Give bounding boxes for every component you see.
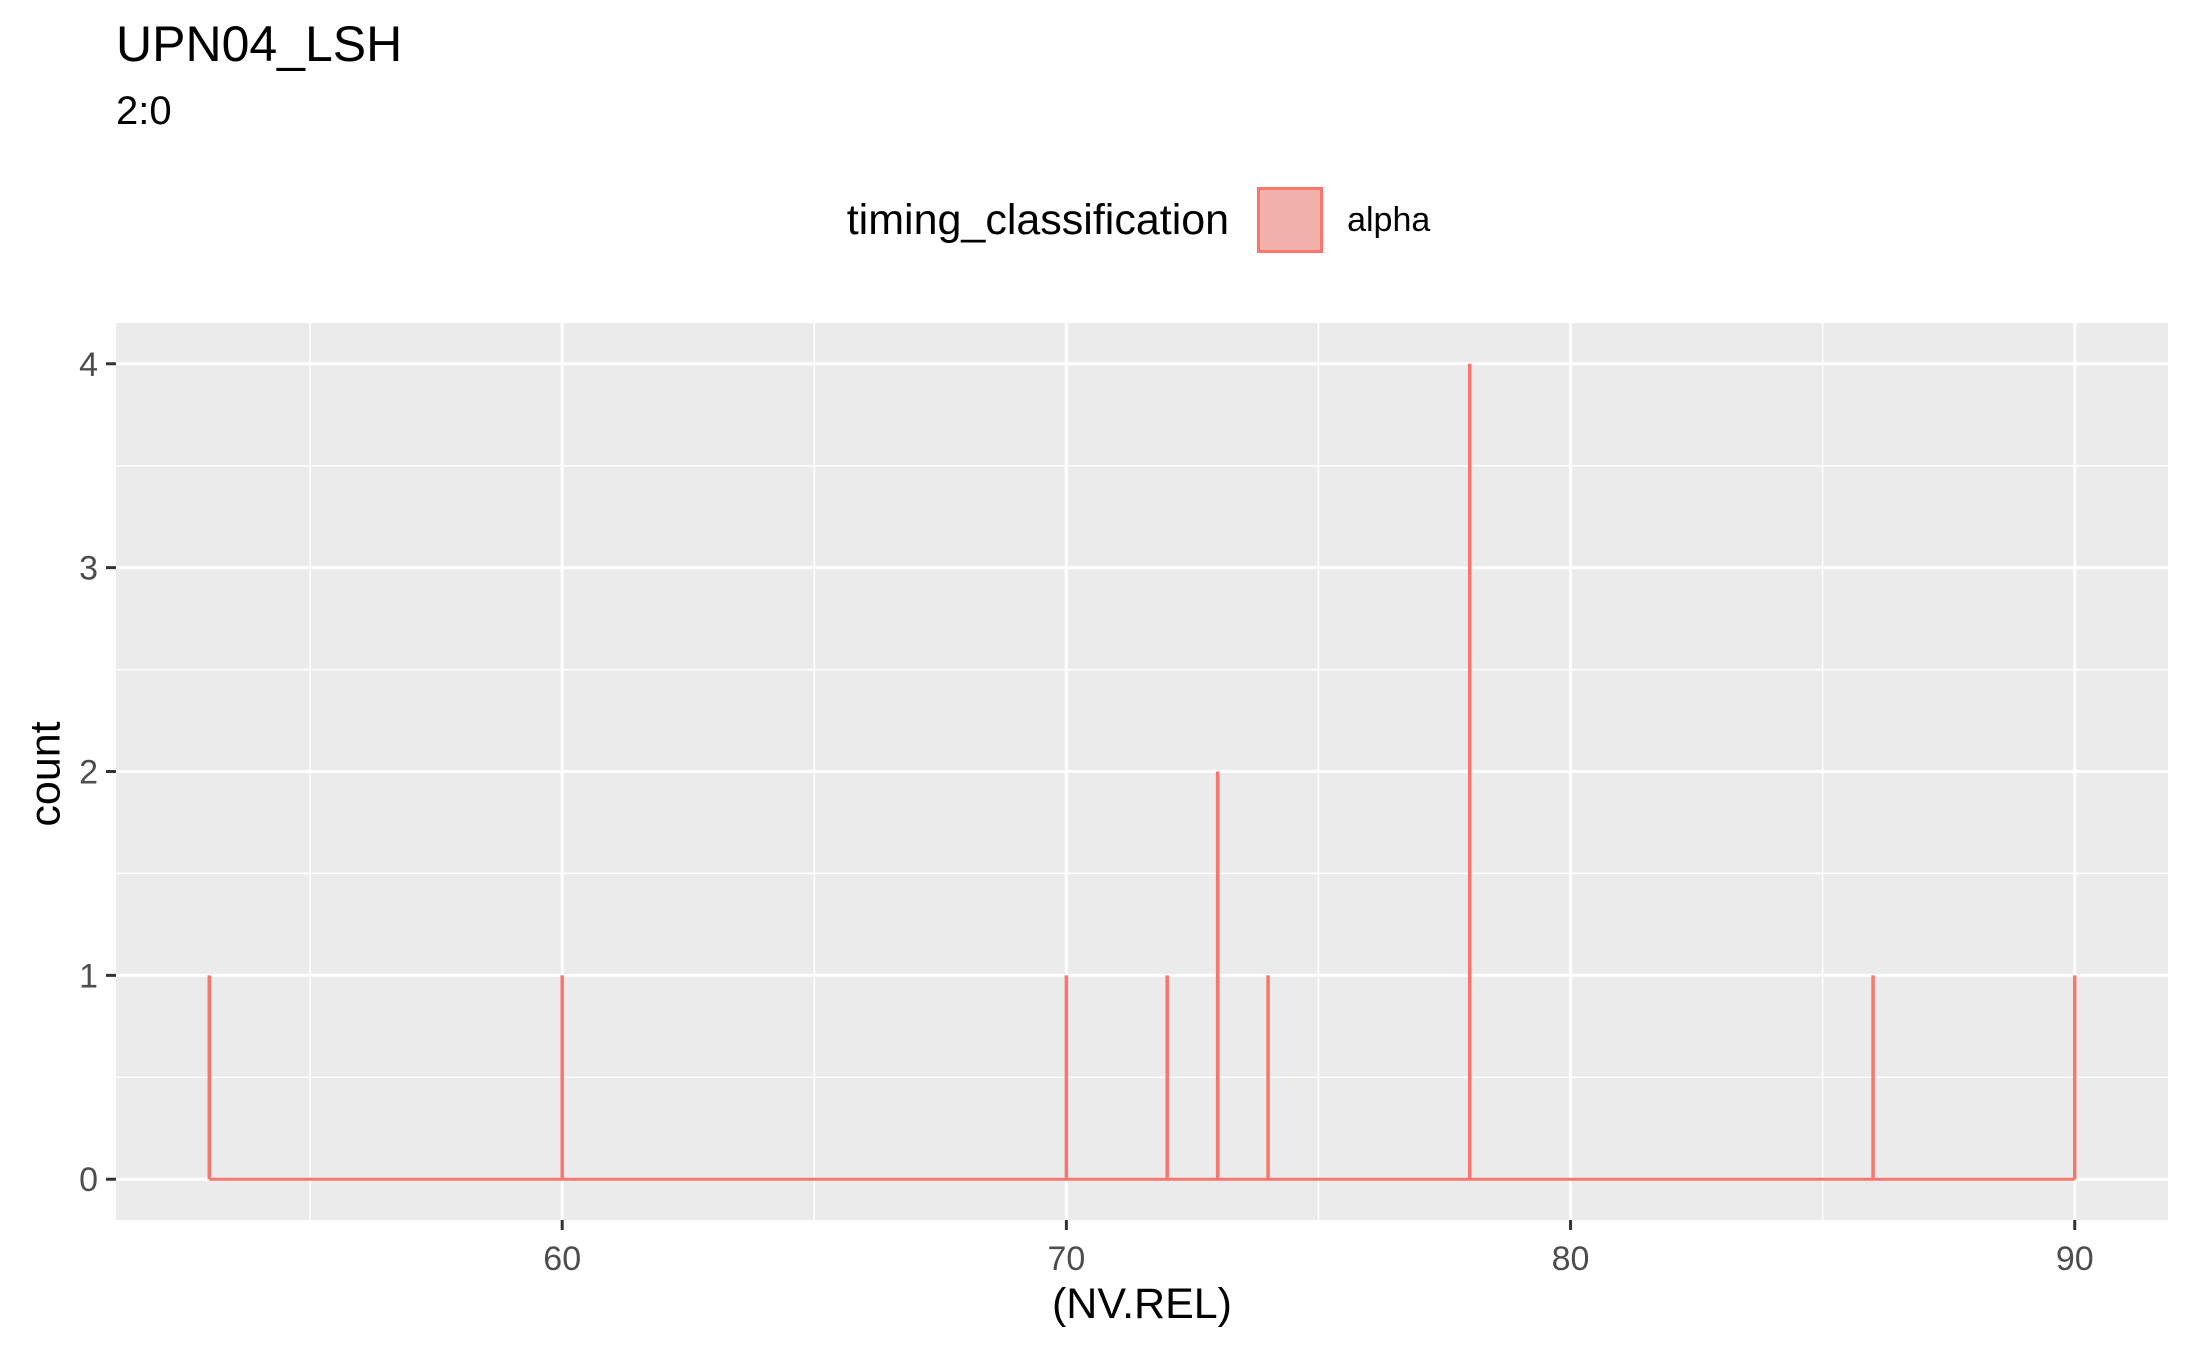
y-tick-label: 4 [79, 346, 98, 384]
x-axis-label: (NV.REL) [1051, 1280, 1233, 1328]
chart-title: UPN04_LSH [116, 16, 403, 72]
chart-subtitle: 2:0 [116, 89, 172, 133]
x-tick-label: 90 [2056, 1240, 2094, 1278]
y-tick-label: 1 [79, 957, 98, 995]
x-tick-label: 70 [1047, 1240, 1085, 1278]
legend-key-alpha [1257, 187, 1324, 253]
x-tick-label: 60 [543, 1240, 581, 1278]
legend-label-alpha: alpha [1347, 200, 1431, 239]
legend-title: timing_classification [846, 195, 1230, 244]
y-tick-label: 0 [79, 1161, 98, 1199]
y-tick-label: 2 [79, 754, 98, 792]
y-axis-label: count [21, 721, 70, 827]
y-tick-label: 3 [79, 550, 98, 588]
legend: timing_classification alpha [0, 180, 2187, 260]
x-tick-label: 80 [1552, 1240, 1590, 1278]
